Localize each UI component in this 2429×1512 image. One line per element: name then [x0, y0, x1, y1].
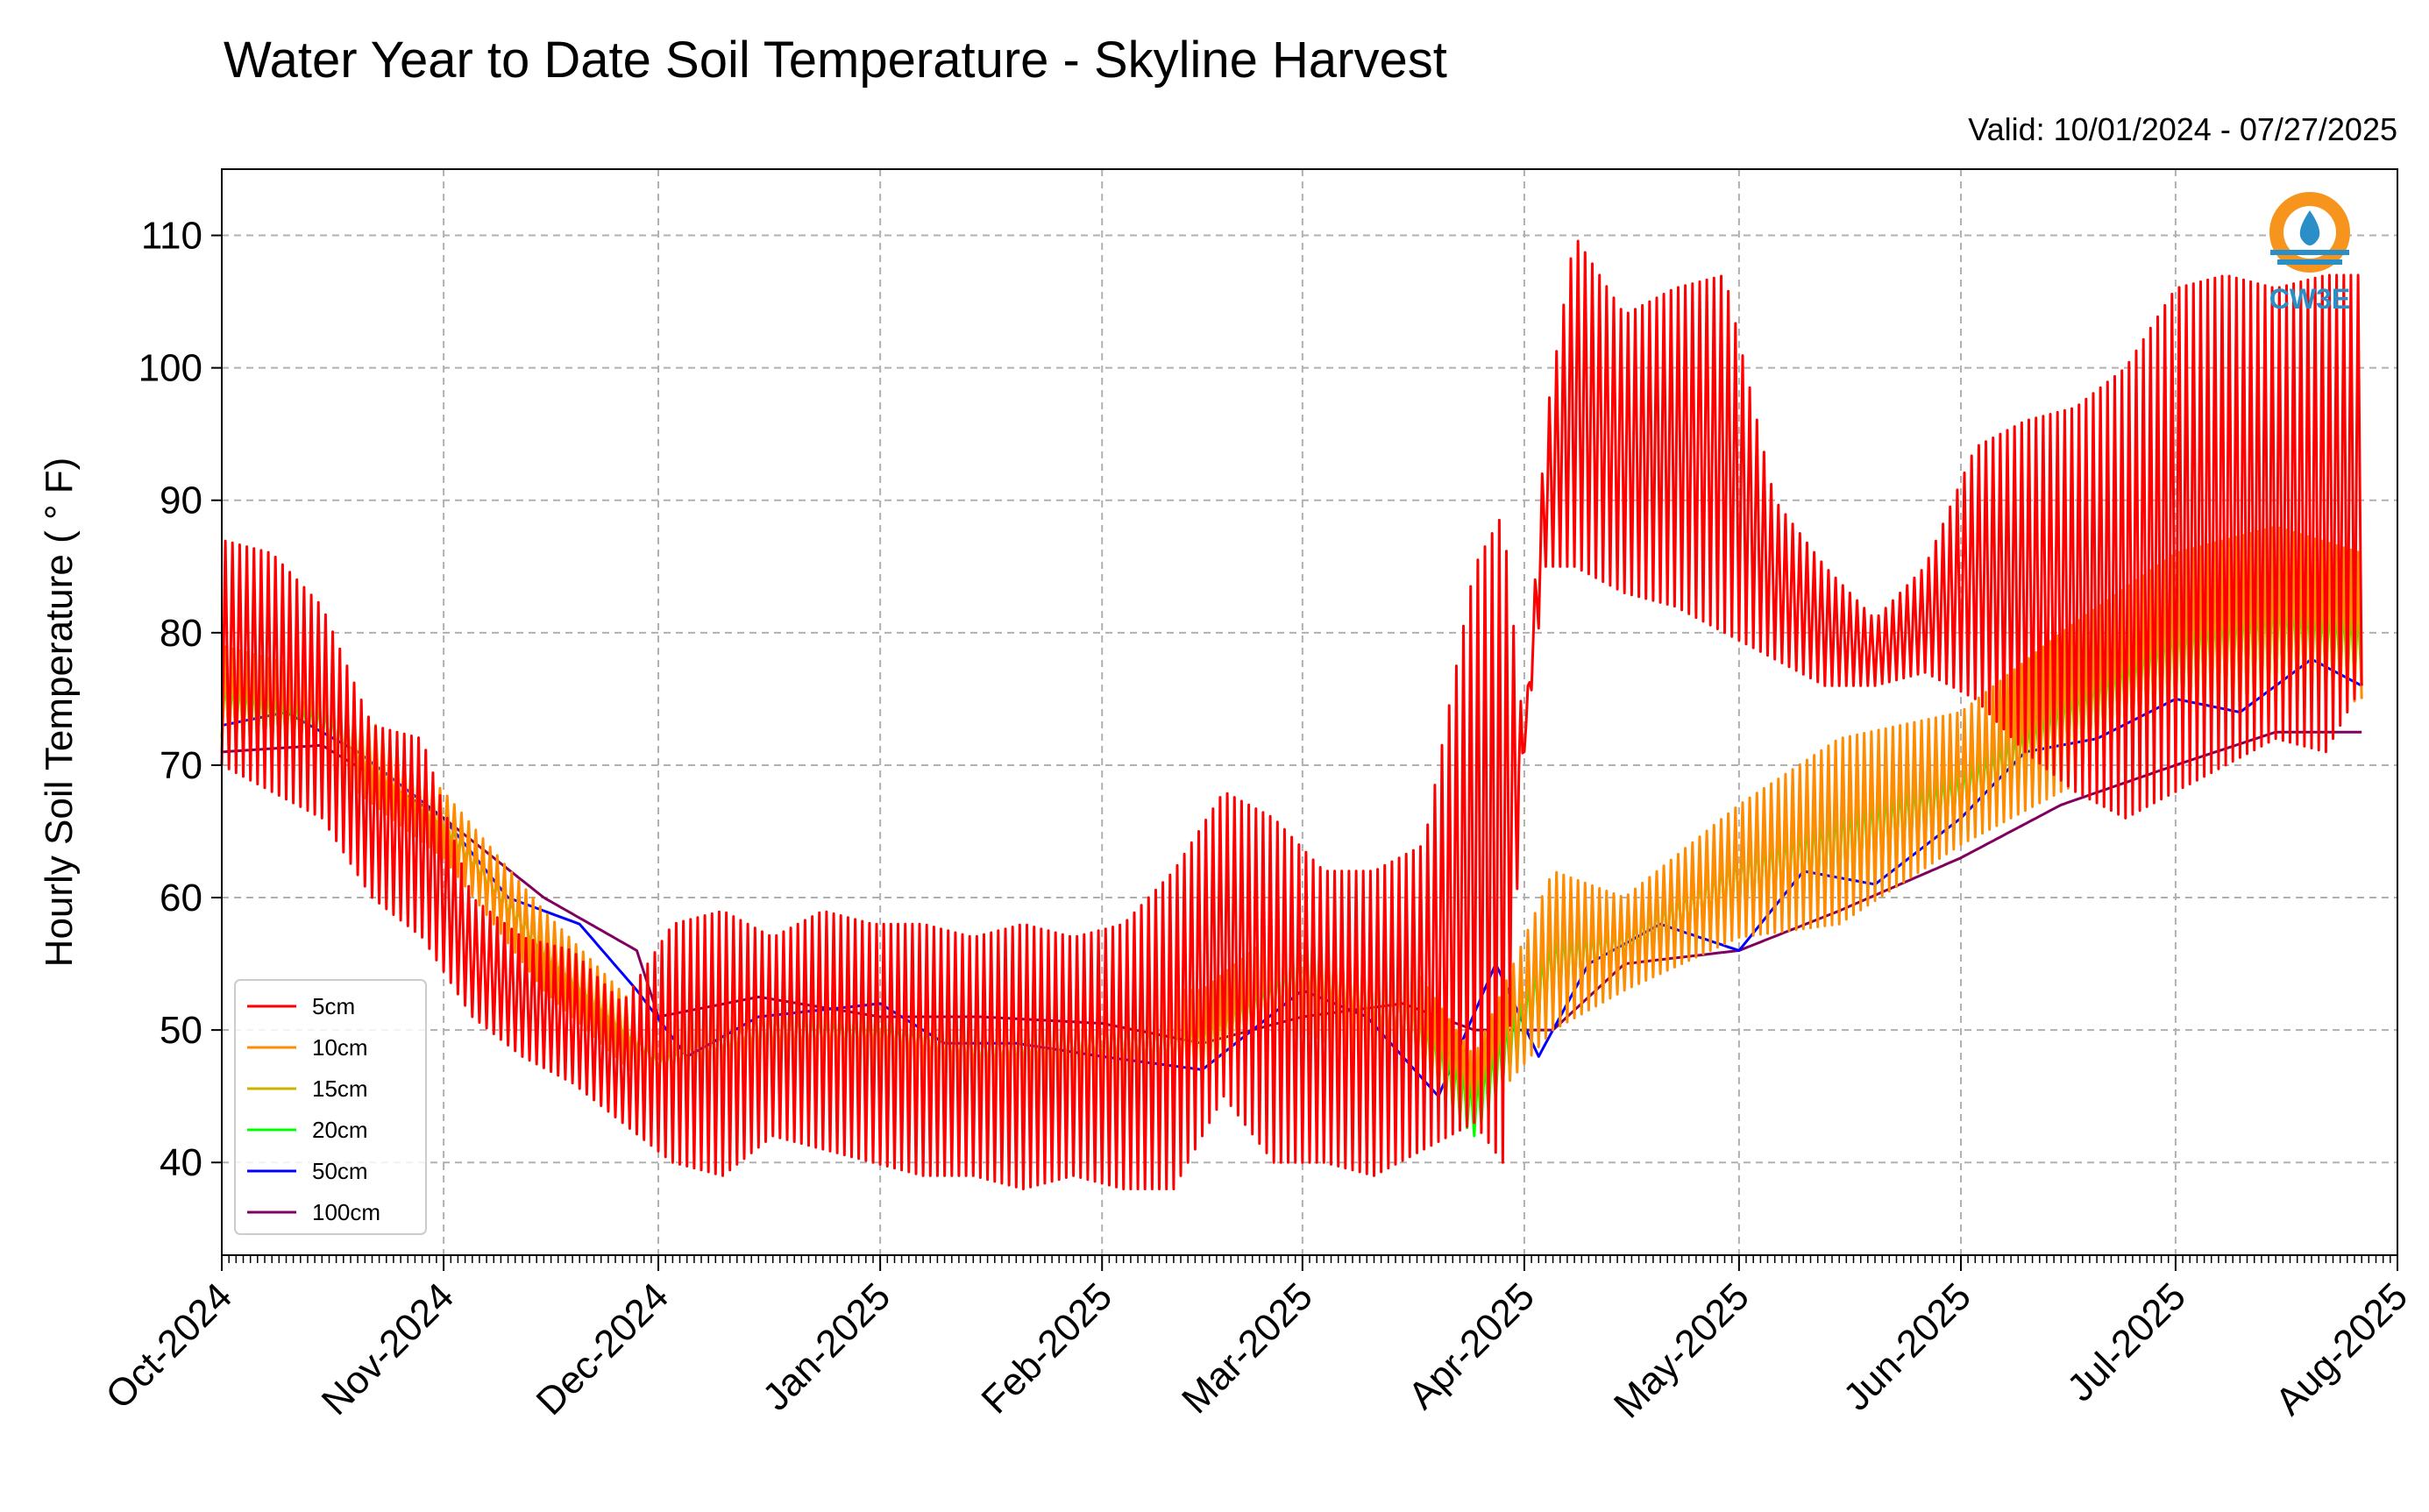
data-series	[220, 239, 2363, 1190]
legend-label: 15cm	[312, 1075, 368, 1102]
legend-label: 100cm	[312, 1199, 380, 1225]
x-tick-label: Aug-2025	[2267, 1274, 2416, 1423]
y-tick-label: 40	[160, 1141, 202, 1184]
x-tick-label: Apr-2025	[1400, 1274, 1543, 1417]
y-tick-label: 60	[160, 877, 202, 919]
legend-label: 20cm	[312, 1117, 368, 1143]
x-tick-label: Feb-2025	[973, 1274, 1120, 1422]
chart-title: Water Year to Date Soil Temperature - Sk…	[224, 32, 1447, 89]
chart-subtitle: Valid: 10/01/2024 - 07/27/2025	[1968, 111, 2397, 147]
x-minor-ticks	[221, 1255, 2398, 1263]
series-line-100cm	[221, 730, 2362, 1045]
x-tick-label: Jan-2025	[755, 1274, 898, 1418]
y-tick-label: 90	[160, 479, 202, 522]
x-tick-label: Mar-2025	[1174, 1274, 1321, 1422]
y-tick-label: 110	[141, 215, 202, 258]
logo-text: CW3E	[2269, 283, 2350, 315]
y-tick-label: 50	[160, 1009, 202, 1052]
y-tick-label: 80	[160, 612, 202, 655]
x-tick-label: May-2025	[1606, 1274, 1758, 1426]
legend-label: 5cm	[312, 993, 355, 1019]
x-tick-label: Jul-2025	[2059, 1274, 2194, 1409]
logo-drop-icon	[2299, 210, 2320, 245]
x-tick-label: Oct-2024	[97, 1274, 240, 1417]
series-line-5cm	[220, 239, 2363, 1190]
y-axis-label: Hourly Soil Temperature ( ° F)	[38, 458, 81, 968]
cw3e-logo: CW3E	[2269, 192, 2350, 315]
logo-wave-icon	[2270, 250, 2349, 255]
legend-label: 50cm	[312, 1158, 368, 1184]
logo-wave-icon	[2277, 259, 2342, 265]
y-tick-label: 70	[160, 744, 202, 787]
legend: 5cm 10cm 15cm 20cm 50cm 100cm	[234, 979, 427, 1235]
x-tick-label: Nov-2024	[314, 1274, 463, 1423]
x-tick-label: Dec-2024	[529, 1274, 678, 1423]
x-tick-label: Jun-2025	[1836, 1274, 1979, 1418]
y-tick-label: 100	[138, 347, 202, 390]
legend-label: 10cm	[312, 1034, 368, 1061]
